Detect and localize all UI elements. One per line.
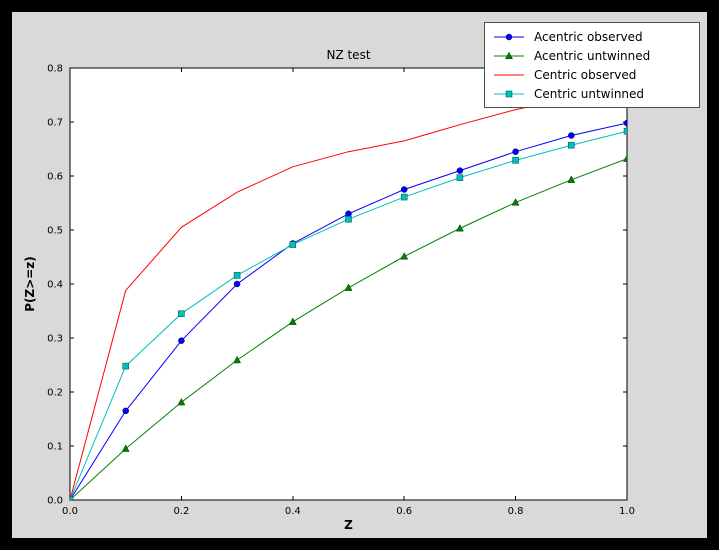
legend: Acentric observed Acentric untwinned Centr… <box>484 22 700 108</box>
legend-label: Acentric observed <box>534 29 643 44</box>
chart-title: NZ test <box>326 48 371 62</box>
legend-label: Acentric untwinned <box>534 48 651 63</box>
x-tick-label: 0.8 <box>508 506 524 517</box>
legend-label: Centric observed <box>534 67 637 82</box>
y-tick-label: 0.5 <box>47 226 63 237</box>
y-tick-label: 0.6 <box>47 172 63 183</box>
y-tick-label: 0.8 <box>47 64 63 75</box>
legend-entry: Acentric observed <box>493 27 691 46</box>
x-tick-label: 1.0 <box>619 506 635 517</box>
y-axis-label: P(Z>=z) <box>23 256 37 312</box>
x-tick-label: 0.2 <box>173 506 189 517</box>
y-tick-label: 0.0 <box>47 496 63 507</box>
y-tick-label: 0.4 <box>47 280 63 291</box>
legend-entry: Centric observed <box>493 65 691 84</box>
legend-sample-line <box>494 74 524 75</box>
legend-label: Centric untwinned <box>534 86 645 101</box>
x-axis-label: Z <box>344 518 353 532</box>
x-tick-label: 0.6 <box>396 506 412 517</box>
y-tick-label: 0.2 <box>47 388 63 399</box>
y-tick-label: 0.3 <box>47 334 63 345</box>
legend-sample-line <box>494 51 524 59</box>
legend-entry: Centric untwinned <box>493 84 691 103</box>
y-tick-label: 0.1 <box>47 442 63 453</box>
legend-sample-line <box>494 33 524 40</box>
legend-entry: Acentric untwinned <box>493 46 691 65</box>
y-tick-label: 0.7 <box>47 118 63 129</box>
x-tick-label: 0.0 <box>62 506 78 517</box>
x-tick-label: 0.4 <box>285 506 301 517</box>
legend-sample-line <box>494 90 524 97</box>
